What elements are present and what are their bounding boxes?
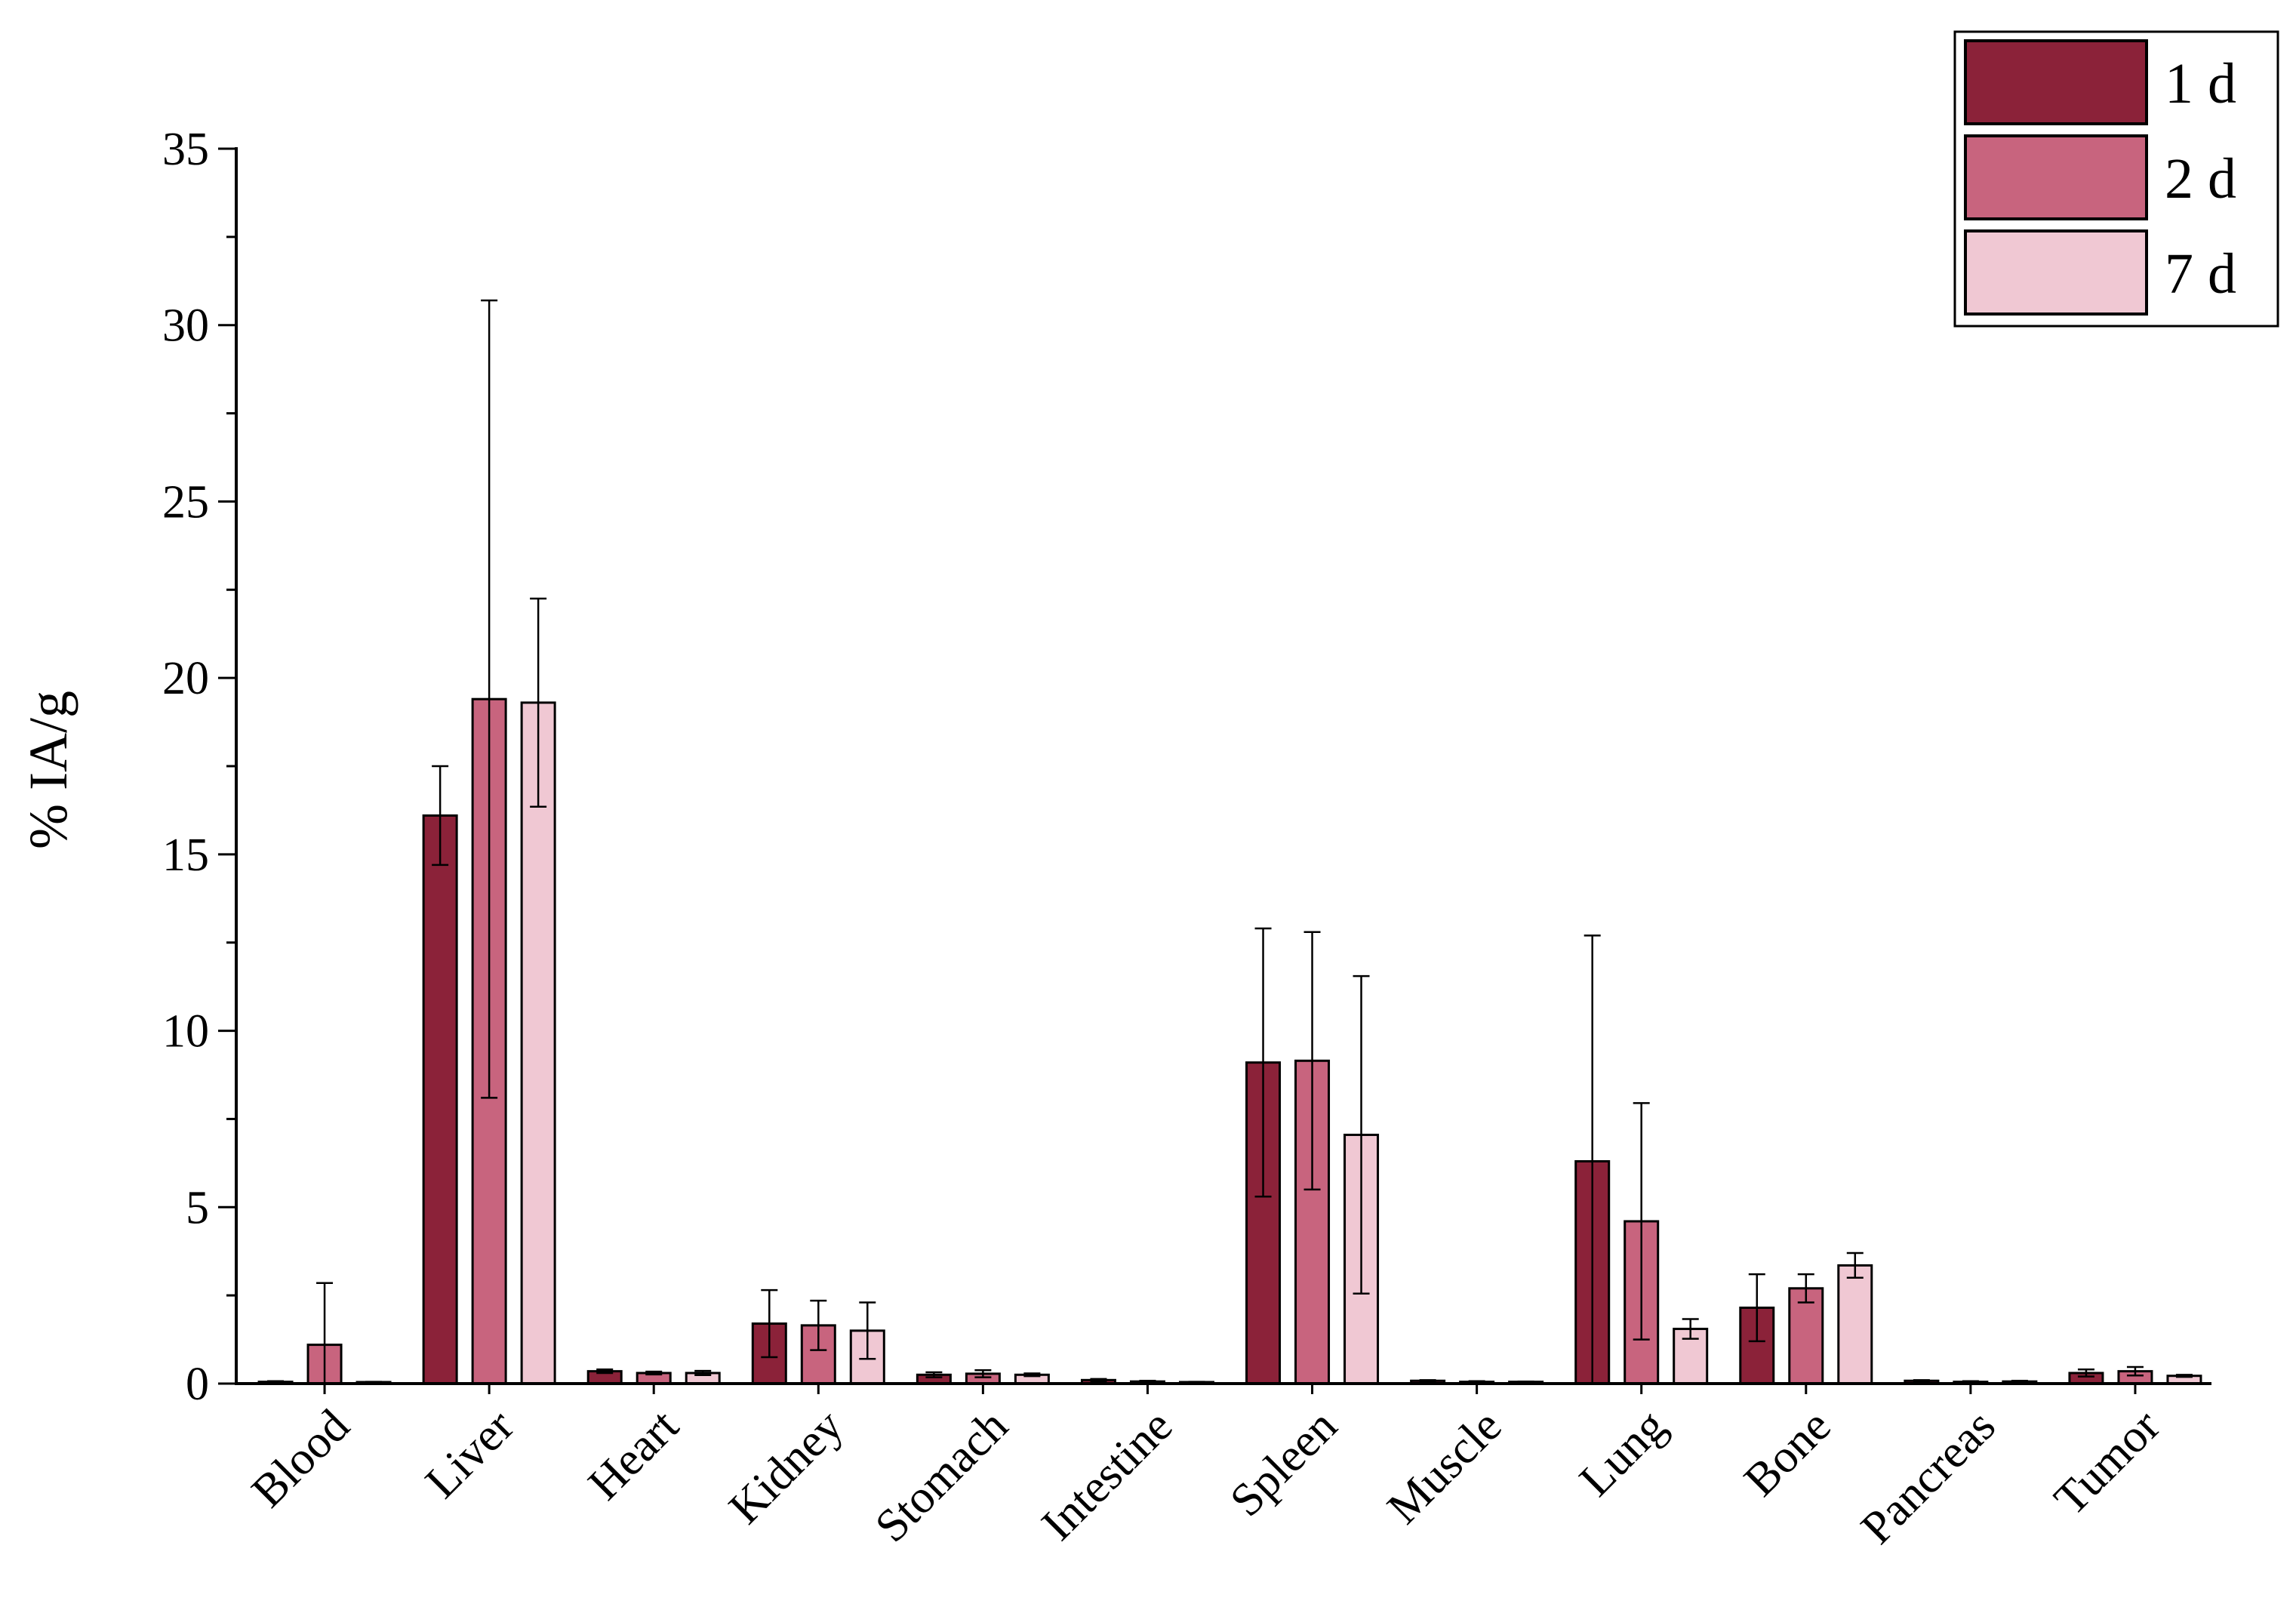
bars-layer bbox=[257, 697, 2202, 1385]
legend: 1 d 2 d 7 d bbox=[1953, 30, 2279, 328]
x-tick-label-bone: Bone bbox=[1734, 1400, 1841, 1507]
x-tick-label-kidney: Kidney bbox=[719, 1400, 853, 1534]
x-tick-label-blood: Blood bbox=[242, 1400, 359, 1517]
legend-swatch-1d bbox=[1964, 39, 2148, 125]
y-ticks-layer: 0 5 10 15 20 25 30 35 bbox=[162, 124, 236, 1410]
legend-label-2d: 2 d bbox=[2165, 147, 2236, 211]
x-tick-label-intestine: Intestine bbox=[1032, 1400, 1182, 1550]
legend-label-7d: 7 d bbox=[2165, 242, 2236, 306]
bar-bone-7d bbox=[1837, 1264, 1873, 1385]
bar-liver-1d bbox=[422, 814, 458, 1385]
legend-label-1d: 1 d bbox=[2165, 52, 2236, 115]
y-tick-label-15: 15 bbox=[162, 830, 209, 881]
x-tick-label-spleen: Spleen bbox=[1220, 1400, 1347, 1526]
x-tick-label-pancreas: Pancreas bbox=[1851, 1400, 2005, 1554]
y-tick-label-20: 20 bbox=[162, 653, 209, 704]
y-tick-label-35: 35 bbox=[162, 124, 209, 175]
x-tick-label-muscle: Muscle bbox=[1377, 1400, 1511, 1534]
legend-swatch-2d bbox=[1964, 134, 2148, 220]
y-axis-title: % IA/g bbox=[18, 691, 78, 849]
y-tick-label-30: 30 bbox=[162, 300, 209, 352]
x-tick-label-lung: Lung bbox=[1570, 1400, 1676, 1507]
y-tick-label-10: 10 bbox=[162, 1006, 209, 1058]
x-labels-layer: Blood Liver Heart Kidney Stomach Intestine Spl… bbox=[242, 1400, 2170, 1554]
x-tick-label-tumor: Tumor bbox=[2045, 1400, 2170, 1525]
y-tick-label-25: 25 bbox=[162, 476, 209, 528]
legend-swatch-7d bbox=[1964, 229, 2148, 316]
bar-liver-7d bbox=[520, 701, 556, 1385]
x-tick-label-heart: Heart bbox=[579, 1400, 688, 1510]
y-tick-label-0: 0 bbox=[186, 1359, 209, 1410]
error-bars-layer bbox=[267, 299, 2193, 1385]
x-tick-label-liver: Liver bbox=[416, 1400, 524, 1508]
x-tick-label-stomach: Stomach bbox=[866, 1400, 1018, 1553]
y-tick-label-5: 5 bbox=[186, 1182, 209, 1233]
